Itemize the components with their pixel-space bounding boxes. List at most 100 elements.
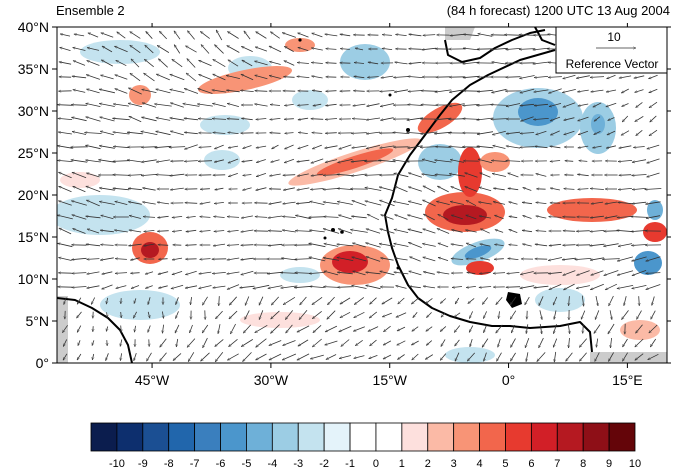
wind-vector [354,355,365,359]
island [323,236,327,240]
anomaly-positive-patch [417,102,463,134]
anomaly-negative-patch [292,90,328,110]
lat-tick-label: 10°N [18,271,49,287]
wind-vector [351,173,367,176]
wind-vector [102,45,113,53]
wind-vector [354,311,365,319]
wind-vector [174,324,180,333]
wind-vector [355,339,363,347]
wind-vector [199,285,212,289]
wind-vector [454,312,461,318]
wind-vector [113,104,129,107]
wind-vector [408,76,423,77]
wind-vector [113,132,130,135]
wind-vector [86,199,100,207]
colorbar-label: 2 [425,458,431,470]
wind-vector [325,103,337,105]
colorbar-swatch [505,422,532,452]
wind-vector [554,324,557,333]
wind-vector [214,45,224,54]
wind-vector [214,144,224,150]
wind-vector [190,297,191,305]
wind-vector [454,352,460,362]
wind-vector [229,310,238,319]
wind-vector [243,324,251,333]
wind-vector [397,354,405,360]
wind-vector [326,91,337,92]
wind-vector [296,201,310,203]
wind-vector [185,245,197,246]
wind-vector [463,75,480,77]
wind-vector [313,325,322,332]
wind-vector [526,352,529,361]
wind-vector [184,118,199,121]
wind-vector [190,324,193,333]
wind-vector [62,353,68,360]
wind-vector [590,215,604,218]
colorbar-label: 5 [502,458,508,470]
wind-vector [610,337,611,348]
wind-vector [552,338,558,348]
wind-vector [425,354,434,360]
wind-vector [340,311,351,319]
wind-vector [170,89,185,93]
wind-vector [227,257,240,260]
wind-vector [197,104,213,107]
anomaly-negative-patch [445,347,495,363]
wind-vector [86,173,100,178]
wind-vector [253,284,270,288]
wind-vector [226,75,240,79]
wind-vector [86,244,101,247]
wind-vector [563,74,576,78]
wind-vector [366,145,380,148]
wind-vector [366,285,381,290]
wind-vector [507,272,520,273]
wind-vector [105,353,109,360]
wind-vector [243,31,251,40]
wind-vector [562,257,577,260]
colorbar-swatch [453,422,480,452]
wind-vector [605,215,618,218]
wind-vector [170,131,184,136]
wind-vector [591,201,604,204]
title-forecast-time: (84 h forecast) 1200 UTC 13 Aug 2004 [447,3,670,18]
wind-vector [535,146,548,149]
wind-vector [100,75,114,80]
wind-vector [73,90,86,93]
wind-vector [564,117,575,121]
wind-vector [381,75,394,78]
colorbar-label: 0 [373,458,379,470]
wind-vector [127,160,143,163]
wind-vector [230,323,236,334]
wind-vector [635,338,644,347]
wind-vector [121,311,122,318]
wind-vector [185,270,197,274]
wind-vector [106,326,107,332]
anomaly-negative-patch [57,195,150,235]
wind-vector [76,311,82,318]
wind-vector [606,89,617,92]
wind-vector [492,174,506,177]
wind-vector [228,132,239,133]
wind-vector [369,355,378,358]
wind-vector [632,159,647,163]
wind-vector [647,172,660,177]
wind-vector [87,48,100,51]
wind-vector [438,257,449,261]
coastline-africa [384,49,593,353]
wind-vector [466,242,477,248]
wind-vector [423,257,436,262]
wind-vector [337,287,353,288]
wind-vector [299,310,308,319]
wind-vector [519,75,535,79]
wind-vector [508,258,519,259]
island [396,266,400,270]
colorbar-swatch [479,422,506,452]
wind-vector [479,287,492,288]
wind-vector [326,354,337,360]
anomaly-positive-patch [547,198,637,222]
coastline-iberia [444,29,546,63]
wind-vector [437,272,450,275]
wind-vector [440,326,447,331]
wind-vector [582,295,583,307]
